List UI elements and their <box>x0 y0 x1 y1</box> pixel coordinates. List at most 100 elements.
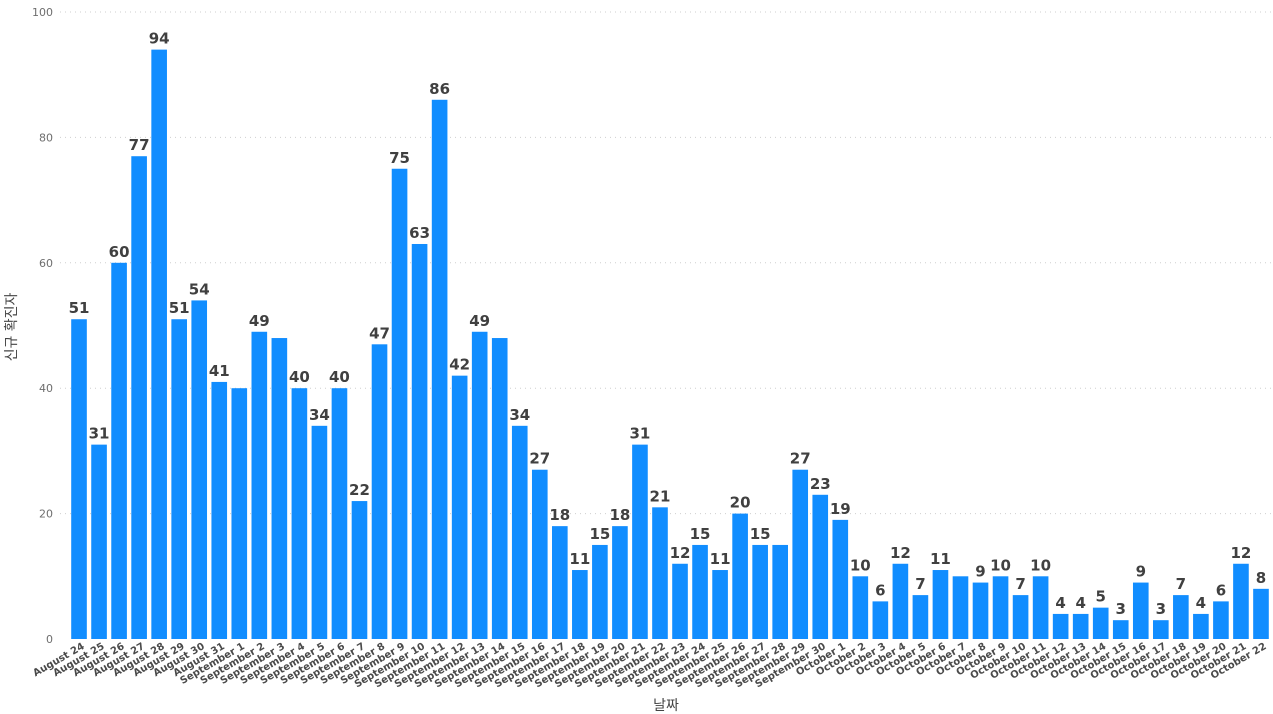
bar[interactable] <box>451 375 468 639</box>
bar[interactable] <box>972 582 989 639</box>
data-label: 41 <box>209 362 230 380</box>
bar[interactable] <box>592 544 608 639</box>
data-label: 49 <box>249 312 270 330</box>
bar[interactable] <box>1233 563 1249 639</box>
data-label: 77 <box>129 136 150 154</box>
bar[interactable] <box>391 168 408 639</box>
data-label: 86 <box>429 80 450 98</box>
bar[interactable] <box>191 300 208 639</box>
bar[interactable] <box>291 388 308 639</box>
bar[interactable] <box>872 601 889 639</box>
data-label: 7 <box>915 575 925 593</box>
y-tick-label: 0 <box>46 633 53 646</box>
data-label: 12 <box>890 544 911 562</box>
data-label: 20 <box>730 494 751 512</box>
bar[interactable] <box>672 563 688 639</box>
bar[interactable] <box>892 563 909 639</box>
bar[interactable] <box>211 381 228 639</box>
data-label: 54 <box>189 280 210 298</box>
bar[interactable] <box>411 243 428 640</box>
bar[interactable] <box>1112 620 1129 639</box>
data-label: 60 <box>109 243 130 261</box>
data-label: 6 <box>1216 581 1226 599</box>
bar[interactable] <box>932 570 949 639</box>
bar[interactable] <box>1213 601 1229 639</box>
data-label: 11 <box>930 550 951 568</box>
bar[interactable] <box>151 49 167 640</box>
data-label: 63 <box>409 224 430 242</box>
bar[interactable] <box>1153 620 1169 639</box>
data-label: 15 <box>589 525 610 543</box>
data-label: 6 <box>875 581 885 599</box>
bar[interactable] <box>612 526 628 639</box>
y-tick-label: 80 <box>39 131 53 144</box>
data-label: 8 <box>1256 569 1266 587</box>
bar[interactable] <box>1052 613 1069 639</box>
data-label: 34 <box>309 406 330 424</box>
data-label: 49 <box>469 312 490 330</box>
bar[interactable] <box>111 262 127 639</box>
bar[interactable] <box>131 156 147 639</box>
data-label: 7 <box>1176 575 1186 593</box>
data-label: 40 <box>329 368 350 386</box>
bar[interactable] <box>1253 588 1269 639</box>
data-label: 31 <box>630 425 651 443</box>
bar[interactable] <box>752 544 768 639</box>
bar[interactable] <box>1032 576 1049 639</box>
bar[interactable] <box>311 425 328 639</box>
bar[interactable] <box>832 519 849 639</box>
data-label: 10 <box>990 556 1011 574</box>
bar[interactable] <box>912 595 929 639</box>
bar[interactable] <box>371 344 388 639</box>
data-label: 4 <box>1196 594 1206 612</box>
bar[interactable] <box>1072 613 1089 639</box>
data-label: 9 <box>975 563 985 581</box>
data-label: 3 <box>1116 600 1126 618</box>
bar[interactable] <box>531 469 548 639</box>
bar[interactable] <box>652 507 668 639</box>
data-label: 75 <box>389 149 410 167</box>
bar[interactable] <box>572 570 588 639</box>
bars <box>71 49 1269 640</box>
bar[interactable] <box>491 338 508 639</box>
gridlines <box>60 11 1273 515</box>
bar[interactable] <box>431 99 448 639</box>
bar[interactable] <box>1012 595 1029 639</box>
bar[interactable] <box>331 388 348 639</box>
bar[interactable] <box>1092 607 1109 639</box>
bar[interactable] <box>632 444 648 639</box>
data-label: 51 <box>169 299 190 317</box>
data-label: 18 <box>609 506 630 524</box>
bar[interactable] <box>251 331 268 639</box>
bar[interactable] <box>992 576 1009 639</box>
bar[interactable] <box>71 319 87 639</box>
y-tick-label: 100 <box>32 6 53 19</box>
bar[interactable] <box>732 513 748 639</box>
bar[interactable] <box>712 570 728 639</box>
data-label: 10 <box>850 556 871 574</box>
bar[interactable] <box>231 388 248 639</box>
bar[interactable] <box>351 501 368 639</box>
bar[interactable] <box>471 331 488 639</box>
bar[interactable] <box>171 319 187 639</box>
bar[interactable] <box>692 544 708 639</box>
bar[interactable] <box>1173 595 1189 639</box>
bar[interactable] <box>91 444 107 639</box>
bar[interactable] <box>852 576 869 639</box>
bar[interactable] <box>552 526 568 639</box>
data-label: 34 <box>509 406 530 424</box>
bar[interactable] <box>1193 613 1209 639</box>
bar[interactable] <box>271 338 288 639</box>
data-label: 51 <box>69 299 90 317</box>
bar[interactable] <box>772 544 788 639</box>
bar[interactable] <box>812 494 829 639</box>
bar[interactable] <box>792 469 809 639</box>
bar[interactable] <box>511 425 528 639</box>
data-label: 11 <box>569 550 590 568</box>
bar[interactable] <box>1132 582 1149 639</box>
data-label: 22 <box>349 481 370 499</box>
data-label: 19 <box>830 500 851 518</box>
bar[interactable] <box>952 576 969 639</box>
data-label: 12 <box>1231 544 1252 562</box>
y-axis-title: 신규 확진자 <box>4 292 20 361</box>
